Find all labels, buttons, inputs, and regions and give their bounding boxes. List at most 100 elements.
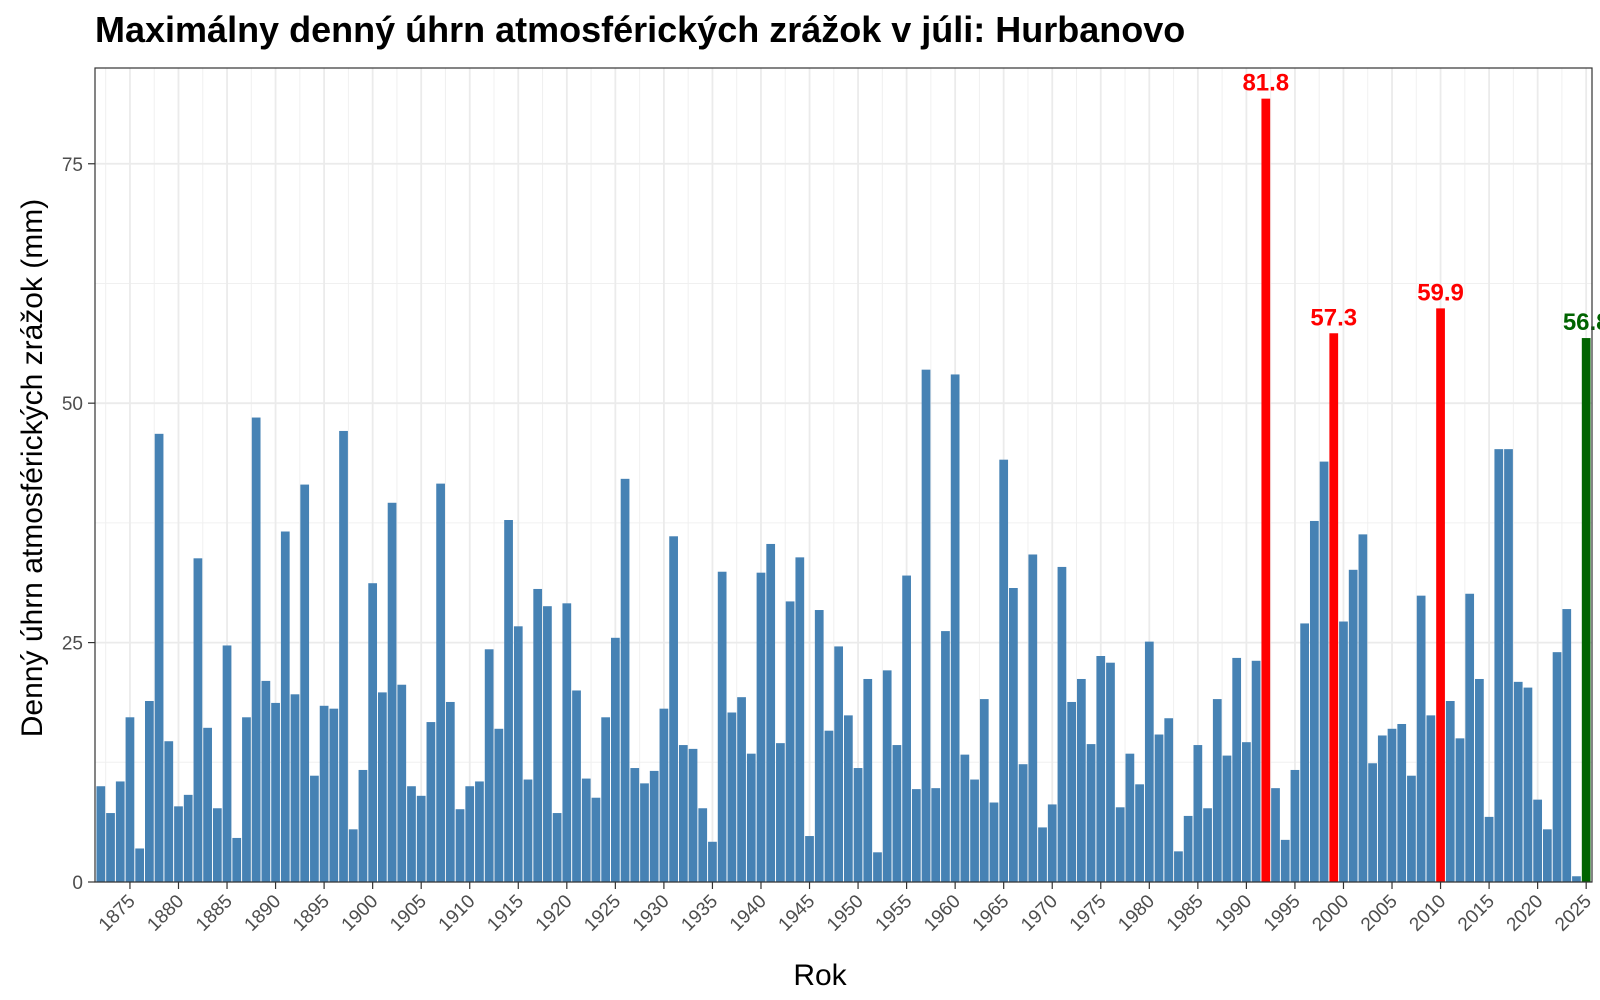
bar — [115, 781, 125, 882]
bar — [426, 722, 436, 882]
bar — [824, 730, 834, 882]
bar — [397, 684, 407, 882]
bar — [339, 430, 348, 882]
bar — [1212, 699, 1222, 882]
bar — [1203, 808, 1212, 882]
bar — [1562, 609, 1572, 882]
x-tick-label: 2025 — [1551, 891, 1596, 936]
bar — [1009, 588, 1018, 882]
bar — [989, 802, 999, 882]
bar — [1445, 701, 1455, 882]
grid-lines — [95, 68, 1592, 883]
bar — [1523, 687, 1533, 882]
bar — [543, 606, 552, 882]
x-tick-label: 1975 — [1066, 891, 1111, 936]
bar — [1125, 753, 1135, 882]
bar — [843, 715, 853, 882]
bar — [407, 786, 416, 882]
bar — [805, 836, 814, 882]
data-label: 57.3 — [1310, 304, 1357, 331]
bar — [1232, 657, 1242, 882]
bar — [465, 786, 475, 882]
bar — [1261, 98, 1271, 882]
bar — [193, 558, 203, 882]
data-label: 56.8 — [1563, 309, 1600, 336]
bar — [203, 727, 212, 882]
x-tick-label: 2000 — [1308, 891, 1353, 936]
chart-title: Maximálny denný úhrn atmosférických zráž… — [95, 9, 1185, 50]
bar — [377, 692, 387, 882]
bar — [1251, 660, 1261, 882]
bar — [1542, 829, 1552, 882]
x-tick-label: 1985 — [1163, 891, 1208, 936]
bar — [271, 702, 280, 882]
x-tick-label: 1970 — [1017, 891, 1062, 936]
bar — [902, 575, 911, 882]
x-tick-label: 1915 — [483, 891, 528, 936]
bar — [251, 417, 261, 882]
x-tick-label: 1910 — [435, 891, 480, 936]
x-tick-label: 1885 — [192, 891, 237, 936]
bar — [640, 783, 649, 882]
x-tick-label: 1955 — [872, 891, 917, 936]
bar — [125, 717, 135, 882]
bar — [1309, 520, 1319, 882]
bar — [1319, 461, 1329, 882]
bar — [834, 646, 844, 882]
y-axis: 0 25 50 75 — [62, 155, 95, 894]
bar — [368, 583, 378, 882]
bar — [212, 808, 222, 882]
bar — [776, 743, 785, 882]
bar — [630, 768, 640, 882]
bar — [960, 754, 970, 882]
bar — [756, 572, 766, 882]
bars — [96, 98, 1591, 883]
y-axis-title: Denný úhrn atmosférických zrážok (mm) — [16, 199, 49, 737]
bar — [1426, 715, 1436, 882]
x-tick-label: 1945 — [775, 891, 820, 936]
bar — [1504, 449, 1513, 882]
x-tick-label: 1880 — [143, 891, 188, 936]
bar — [1106, 662, 1115, 882]
bar — [1387, 728, 1397, 882]
bar — [698, 808, 708, 882]
bar — [164, 741, 174, 882]
bar — [649, 770, 659, 882]
x-tick-label: 1980 — [1114, 891, 1159, 936]
data-label: 81.8 — [1242, 70, 1289, 97]
bar — [416, 795, 426, 882]
bar — [950, 374, 960, 882]
bar — [329, 708, 339, 882]
bar — [261, 680, 271, 882]
bar — [106, 813, 115, 882]
bar — [1076, 678, 1086, 882]
bar — [1067, 701, 1077, 882]
bar — [708, 841, 717, 882]
bar — [1086, 744, 1096, 882]
bar — [1300, 623, 1310, 882]
bar — [659, 708, 669, 882]
bar — [931, 788, 941, 882]
bar — [1115, 807, 1125, 882]
bar — [1280, 839, 1290, 882]
bar — [1407, 775, 1416, 882]
bar — [873, 852, 882, 882]
bar — [1513, 681, 1523, 882]
bar — [669, 536, 678, 882]
x-tick-label: 1990 — [1211, 891, 1256, 936]
bar — [280, 531, 290, 882]
bar — [620, 478, 630, 882]
bar — [484, 649, 494, 882]
bar — [1193, 745, 1203, 882]
bar — [1552, 652, 1562, 882]
bar — [387, 502, 397, 882]
bar — [688, 748, 698, 882]
bar — [853, 768, 863, 882]
bar — [1174, 851, 1183, 882]
bar — [455, 809, 465, 882]
x-tick-label: 1995 — [1260, 891, 1305, 936]
bar — [1533, 799, 1543, 882]
bar — [572, 690, 581, 882]
bar — [581, 778, 591, 882]
